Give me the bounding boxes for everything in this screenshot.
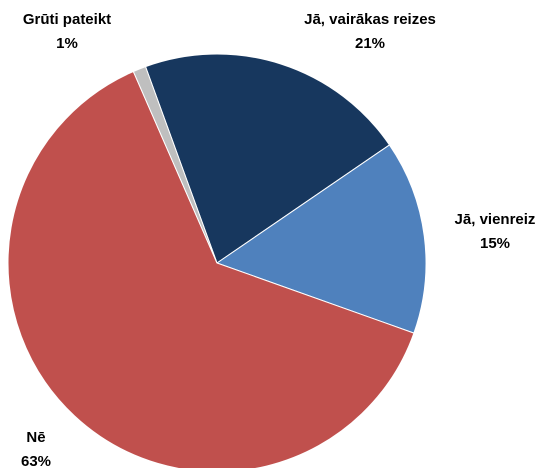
pie-slice <box>132 65 218 264</box>
value-label: 1% <box>56 35 78 52</box>
pie-slice <box>215 144 427 334</box>
slice-label: Grūti pateikt <box>23 11 111 28</box>
value-label: 15% <box>480 235 510 252</box>
slice-label: Jā, vairākas reizes <box>304 11 436 28</box>
value-label: 63% <box>21 453 51 468</box>
value-label: 21% <box>355 35 385 52</box>
pie-slice <box>7 70 415 468</box>
pie-slice <box>144 53 391 264</box>
slice-label: Jā, vienreiz <box>455 211 536 228</box>
slice-label: Nē <box>26 429 45 446</box>
